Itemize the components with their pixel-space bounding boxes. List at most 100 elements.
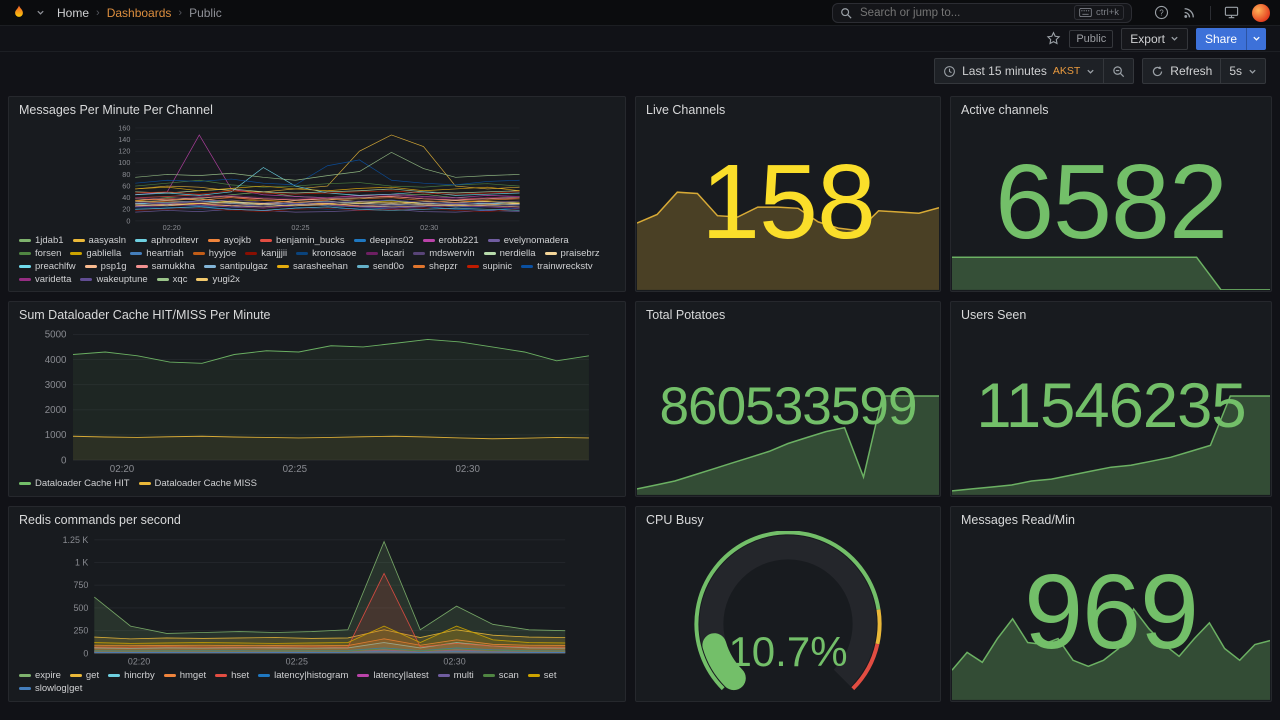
legend-item[interactable]: get (69, 670, 99, 681)
legend-swatch (84, 265, 97, 268)
legend-swatch (356, 265, 369, 268)
legend-label: shepzr (429, 261, 458, 272)
time-range-picker[interactable]: Last 15 minutes AKST (934, 58, 1105, 84)
legend-item[interactable]: varidetta (19, 274, 71, 284)
nav-icon-group: ? (1154, 3, 1270, 22)
legend-item[interactable]: gabliella (70, 248, 121, 259)
legend-item[interactable]: hmget (163, 670, 206, 681)
legend-label: slowlog|get (35, 683, 83, 694)
grafana-logo[interactable] (10, 4, 28, 22)
news-rss-icon[interactable] (1182, 5, 1197, 20)
legend-item[interactable]: praisebrz (544, 248, 600, 259)
legend-item[interactable]: slowlog|get (19, 683, 82, 694)
redis-chart[interactable]: 0 250 500 750 1 K 1.25 K 02:20 02:25 02:30 (19, 531, 615, 667)
panel-title[interactable]: Messages Per Minute Per Channel (19, 103, 213, 117)
legend-item[interactable]: deepins02 (353, 235, 414, 246)
svg-text:100: 100 (118, 158, 130, 167)
legend-item[interactable]: multi (437, 670, 474, 681)
panel-title[interactable]: CPU Busy (646, 513, 704, 527)
svg-text:80: 80 (122, 170, 130, 179)
legend-item[interactable]: ayojkb (207, 235, 251, 246)
legend-item[interactable]: psp1g (84, 261, 127, 272)
legend-item[interactable]: scan (482, 670, 519, 681)
svg-text:02:20: 02:20 (163, 223, 181, 232)
legend-swatch (483, 252, 496, 255)
legend-label: sarasheehan (292, 261, 348, 272)
messages-chart[interactable]: 0 20 40 60 80 100 120 140 160 02:20 02:25 02:30 (19, 121, 615, 232)
breadcrumb-home[interactable]: Home (57, 5, 90, 20)
user-avatar[interactable] (1252, 3, 1270, 22)
panel-dataloader-cache: Sum Dataloader Cache HIT/MISS Per Minute… (8, 301, 626, 497)
panel-title[interactable]: Sum Dataloader Cache HIT/MISS Per Minute (19, 308, 271, 322)
refresh-interval-dropdown[interactable]: 5s (1220, 58, 1266, 84)
refresh-button[interactable]: Refresh (1142, 58, 1222, 84)
legend-item[interactable]: latency|latest (357, 670, 429, 681)
panel-title[interactable]: Total Potatoes (646, 308, 726, 322)
legend-item[interactable]: mdswervin (413, 248, 475, 259)
legend-item[interactable]: evelynomadera (487, 235, 569, 246)
share-button[interactable]: Share (1195, 27, 1246, 50)
legend-item[interactable]: supinic (466, 261, 512, 272)
refresh-group: Refresh 5s (1142, 58, 1266, 84)
legend-item[interactable]: aasyasln (72, 235, 126, 246)
legend-item[interactable]: Dataloader Cache HIT (19, 478, 130, 489)
legend-item[interactable]: preachlfw (19, 261, 76, 272)
monitor-icon[interactable] (1224, 5, 1239, 20)
svg-text:02:30: 02:30 (443, 656, 465, 666)
legend-item[interactable]: hset (215, 670, 249, 681)
legend-item[interactable]: santipulgaz (203, 261, 268, 272)
panel-title[interactable]: Messages Read/Min (961, 513, 1075, 527)
legend-item[interactable]: shepzr (413, 261, 458, 272)
legend-swatch (138, 482, 151, 485)
legend-item[interactable]: aphroditevr (135, 235, 199, 246)
legend-item[interactable]: samukkha (135, 261, 195, 272)
zoom-out-button[interactable] (1103, 58, 1135, 84)
panel-title[interactable]: Users Seen (961, 308, 1027, 322)
time-controls: Last 15 minutes AKST Refresh 5s (0, 52, 1280, 90)
export-button[interactable]: Export (1121, 27, 1188, 50)
legend-item[interactable]: kanjjjii (245, 248, 287, 259)
messages-read-sparkline (952, 607, 1270, 700)
legend-item[interactable]: trainwreckstv (521, 261, 593, 272)
legend-swatch (108, 674, 121, 677)
chevron-down-icon[interactable] (36, 8, 45, 17)
legend-item[interactable]: wakeuptune (80, 274, 148, 284)
legend-label: yugi2x (212, 274, 240, 284)
legend-item[interactable]: kronosaoe (296, 248, 357, 259)
legend-item[interactable]: set (527, 670, 556, 681)
legend-item[interactable]: erobb221 (422, 235, 479, 246)
panel-title[interactable]: Live Channels (646, 103, 726, 117)
dataloader-chart[interactable]: 0 1000 2000 3000 4000 5000 02:20 02:25 02:30 (19, 326, 615, 475)
legend-item[interactable]: 1jdab1 (19, 235, 64, 246)
legend-item[interactable]: nerdiella (483, 248, 536, 259)
panel-title[interactable]: Active channels (961, 103, 1049, 117)
legend-item[interactable]: latency|histogram (258, 670, 348, 681)
share-dropdown-caret[interactable] (1246, 27, 1266, 50)
legend-label: expire (35, 670, 61, 681)
legend-swatch (19, 252, 31, 255)
legend-item[interactable]: expire (19, 670, 61, 681)
legend-swatch (70, 252, 83, 255)
star-icon[interactable] (1046, 31, 1061, 46)
legend-swatch (19, 278, 31, 281)
legend-item[interactable]: forsen (19, 248, 61, 259)
legend-label: wakeuptune (96, 274, 148, 284)
legend-label: erobb221 (438, 235, 479, 246)
legend-item[interactable]: send0o (356, 261, 404, 272)
chevron-down-icon (1170, 34, 1179, 43)
breadcrumb-dashboards[interactable]: Dashboards (106, 5, 172, 20)
legend-item[interactable]: heartriah (130, 248, 184, 259)
time-range-group: Last 15 minutes AKST (934, 58, 1135, 84)
search-box[interactable]: ctrl+k (832, 2, 1132, 23)
legend-item[interactable]: yugi2x (196, 274, 240, 284)
legend-item[interactable]: hincrby (108, 670, 155, 681)
search-input[interactable] (858, 5, 1069, 20)
legend-item[interactable]: Dataloader Cache MISS (138, 478, 257, 489)
legend-item[interactable]: hyyjoe (192, 248, 236, 259)
help-icon[interactable]: ? (1154, 5, 1169, 20)
legend-item[interactable]: lacari (365, 248, 404, 259)
legend-item[interactable]: sarasheehan (276, 261, 348, 272)
legend-item[interactable]: xqc (156, 274, 187, 284)
legend-item[interactable]: benjamin_bucks (260, 235, 345, 246)
panel-title[interactable]: Redis commands per second (19, 513, 181, 527)
